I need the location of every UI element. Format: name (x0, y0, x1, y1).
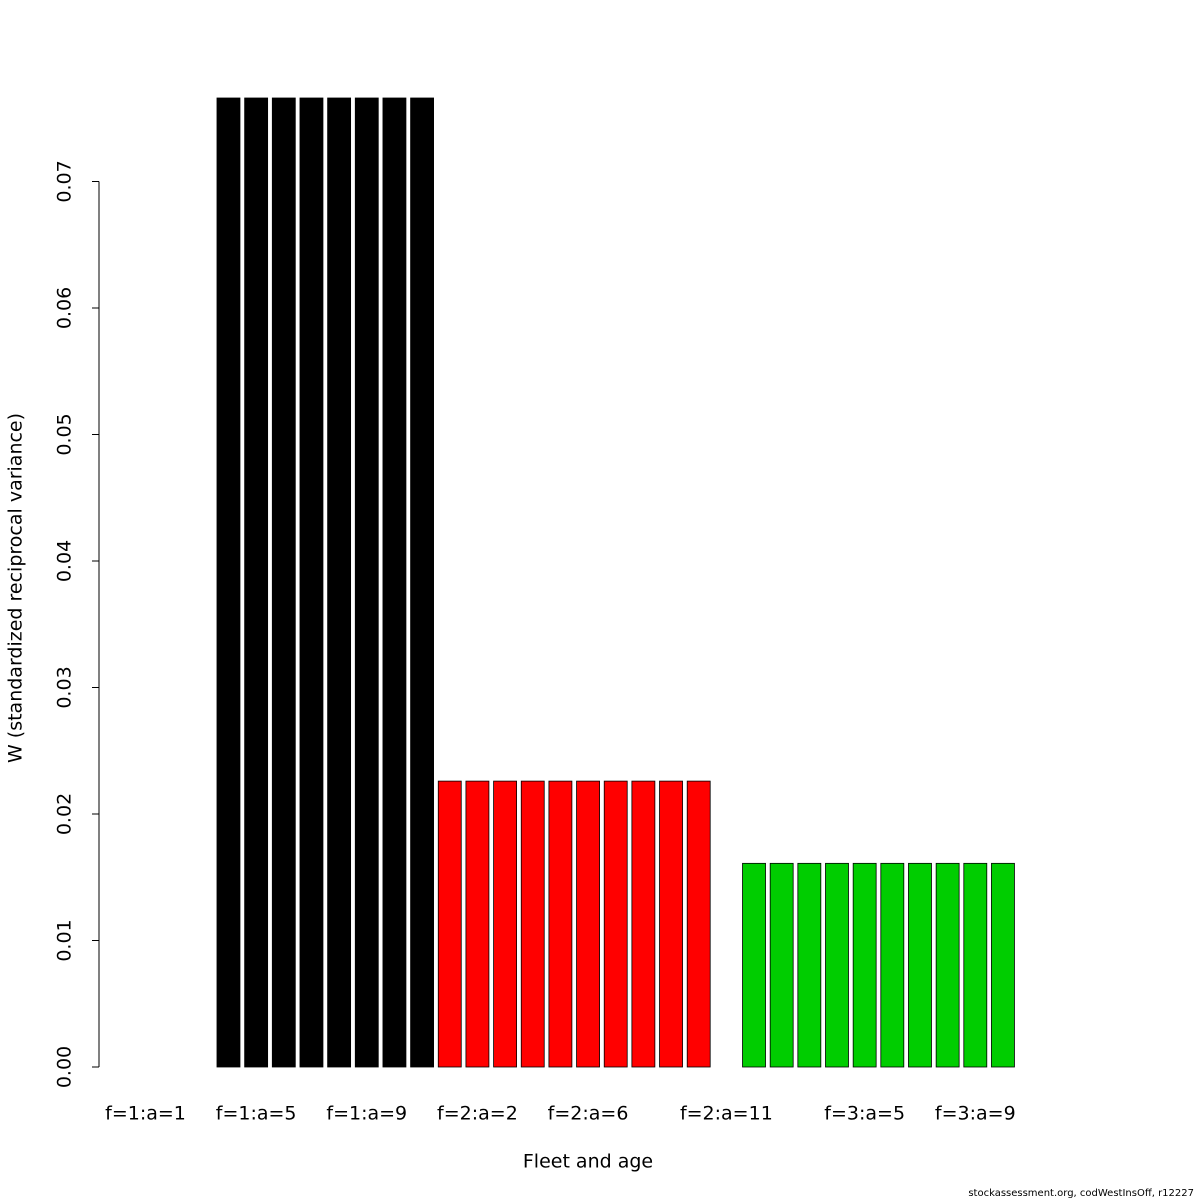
x-tick-label: f=3:a=9 (935, 1103, 1016, 1125)
y-tick-label: 0.03 (54, 666, 76, 708)
x-axis-title: Fleet and age (523, 1151, 653, 1173)
bar (382, 97, 407, 1068)
bar (769, 862, 794, 1068)
bar (659, 780, 683, 1068)
y-tick-label: 0.01 (54, 919, 76, 961)
bar (742, 862, 766, 1068)
bar (437, 780, 462, 1068)
bar (299, 97, 324, 1068)
bar (244, 97, 269, 1068)
x-tick-label: f=1:a=1 (105, 1103, 186, 1125)
x-tick-label: f=3:a=5 (824, 1103, 905, 1125)
x-tick-label: f=2:a=6 (548, 1103, 629, 1125)
bar (410, 97, 435, 1068)
bar (354, 97, 379, 1068)
y-axis-title: W (standardized reciprocal variance) (5, 413, 27, 763)
y-tick-label: 0.06 (54, 287, 76, 329)
x-tick-label: f=1:a=9 (326, 1103, 407, 1125)
y-tick-label: 0.04 (54, 540, 76, 582)
y-tick-label: 0.00 (54, 1046, 76, 1088)
x-tick-label: f=1:a=5 (216, 1103, 297, 1125)
x-tick-label: f=2:a=11 (680, 1103, 773, 1125)
bar (465, 780, 490, 1068)
bar (216, 97, 241, 1068)
bar (686, 780, 711, 1068)
bar (991, 862, 1015, 1068)
x-tick-label: f=2:a=2 (437, 1103, 518, 1125)
bar (963, 862, 988, 1068)
y-tick-label: 0.07 (54, 160, 76, 202)
footnote: stockassessment.org, codWestInsOff, r122… (968, 1188, 1194, 1199)
bar (825, 862, 849, 1068)
bar (852, 862, 877, 1068)
bar (493, 780, 517, 1068)
bar (548, 780, 573, 1068)
bar (797, 862, 822, 1068)
bar (271, 97, 296, 1068)
y-tick-label: 0.02 (54, 793, 76, 835)
bar (880, 862, 905, 1068)
bar (520, 780, 545, 1068)
y-tick-label: 0.05 (54, 413, 76, 455)
bar (935, 862, 960, 1068)
bar (631, 780, 656, 1068)
bar (576, 780, 600, 1068)
bar (908, 862, 932, 1068)
bar (327, 97, 352, 1068)
bar (603, 780, 628, 1068)
